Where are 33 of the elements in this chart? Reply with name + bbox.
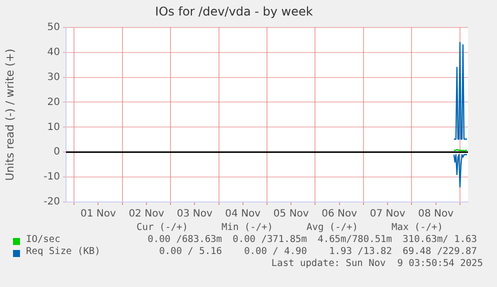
- text: Min (-/+): [222, 222, 273, 233]
- text: 69.48 /229.87: [402, 246, 477, 257]
- text: 0.00 /371.85m: [232, 234, 307, 245]
- x-tick-label: 05 Nov: [273, 208, 309, 220]
- text: 4.65m/780.51m: [318, 234, 392, 245]
- text: Last update: Sun Nov 9 03:50:54 2025: [271, 258, 483, 269]
- x-tick-label: 01 Nov: [80, 208, 116, 220]
- text: Max (-/+): [392, 222, 443, 233]
- x-tick-label: 08 Nov: [418, 208, 454, 220]
- y-axis-title: Units read (-) / write (+): [3, 48, 16, 181]
- y-tick-label: 50: [47, 22, 60, 33]
- x-tick-label: 03 Nov: [176, 208, 212, 220]
- y-tick-label: -10: [44, 172, 60, 183]
- text: 1.93 /13.82: [329, 246, 392, 257]
- text: 0.00 /683.63m: [148, 234, 222, 245]
- text: 0.00 / 5.16: [159, 246, 222, 257]
- x-tick-label: 02 Nov: [128, 208, 164, 220]
- legend-label: Req Size (KB): [26, 246, 100, 257]
- y-tick-label: 0: [54, 146, 60, 158]
- x-tick-label: 07 Nov: [370, 208, 406, 220]
- chart-title: IOs for /dev/vda - by week: [155, 4, 313, 18]
- x-tick-label: 04 Nov: [225, 208, 261, 220]
- text: Avg (-/+): [306, 222, 358, 233]
- text: 310.63m/ 1.63: [402, 234, 477, 245]
- text: Cur (-/+): [136, 222, 188, 233]
- y-tick-label: 20: [47, 96, 60, 108]
- y-tick-label: 10: [47, 122, 60, 133]
- text: 0.00 / 4.90: [244, 246, 307, 257]
- y-tick-label: 30: [47, 72, 60, 83]
- legend-label: IO/sec: [26, 234, 60, 245]
- x-tick-label: 06 Nov: [322, 208, 358, 220]
- y-tick-label: 40: [47, 46, 60, 58]
- y-tick-label: -20: [44, 196, 60, 208]
